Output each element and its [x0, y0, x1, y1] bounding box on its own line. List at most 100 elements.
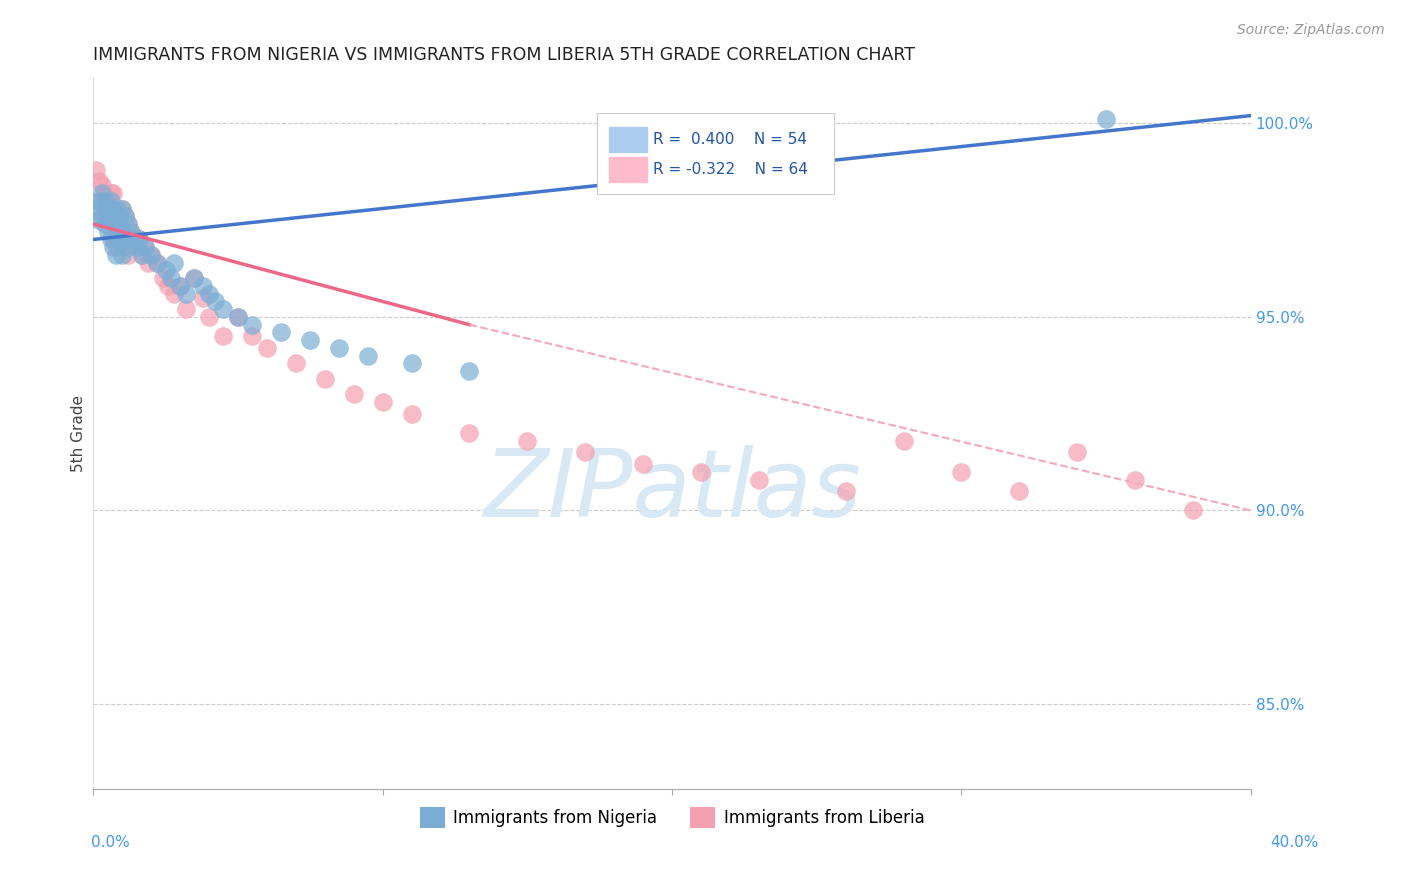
- Point: [401, 356, 423, 370]
- Point: [114, 209, 136, 223]
- FancyBboxPatch shape: [596, 112, 834, 194]
- Point: [458, 364, 481, 378]
- Point: [1123, 473, 1146, 487]
- Point: [169, 279, 191, 293]
- Point: [125, 240, 148, 254]
- Point: [125, 240, 148, 254]
- Point: [174, 286, 197, 301]
- Point: [183, 271, 205, 285]
- Point: [94, 217, 117, 231]
- Point: [105, 240, 128, 254]
- Text: R =  0.400    N = 54: R = 0.400 N = 54: [654, 132, 807, 147]
- Point: [87, 174, 110, 188]
- Point: [371, 395, 394, 409]
- Point: [204, 294, 226, 309]
- Point: [103, 209, 125, 223]
- Point: [152, 271, 174, 285]
- Point: [108, 232, 131, 246]
- Point: [256, 341, 278, 355]
- Point: [105, 202, 128, 216]
- Point: [163, 256, 186, 270]
- Point: [97, 194, 120, 208]
- Point: [100, 232, 122, 246]
- Point: [117, 217, 139, 231]
- FancyBboxPatch shape: [609, 128, 647, 152]
- Point: [401, 407, 423, 421]
- Point: [120, 225, 142, 239]
- Point: [128, 232, 150, 246]
- Point: [183, 271, 205, 285]
- Point: [103, 217, 125, 231]
- Point: [357, 349, 380, 363]
- Point: [131, 248, 153, 262]
- Point: [226, 310, 249, 324]
- Point: [108, 232, 131, 246]
- Point: [169, 279, 191, 293]
- Point: [94, 194, 117, 208]
- Point: [160, 271, 183, 285]
- Point: [343, 387, 366, 401]
- Point: [122, 232, 145, 246]
- Point: [94, 209, 117, 223]
- Text: 40.0%: 40.0%: [1271, 836, 1319, 850]
- Point: [516, 434, 538, 448]
- Point: [131, 248, 153, 262]
- Point: [97, 225, 120, 239]
- Point: [134, 240, 156, 254]
- Point: [157, 279, 180, 293]
- Legend: Immigrants from Nigeria, Immigrants from Liberia: Immigrants from Nigeria, Immigrants from…: [413, 801, 931, 834]
- Point: [94, 186, 117, 200]
- Point: [155, 263, 177, 277]
- Text: 0.0%: 0.0%: [91, 836, 131, 850]
- Point: [458, 425, 481, 440]
- Point: [690, 465, 713, 479]
- Point: [103, 202, 125, 216]
- Point: [87, 194, 110, 208]
- Point: [163, 286, 186, 301]
- Point: [90, 202, 112, 216]
- Point: [105, 217, 128, 231]
- Point: [90, 209, 112, 223]
- Point: [100, 202, 122, 216]
- Point: [100, 186, 122, 200]
- Point: [105, 248, 128, 262]
- Point: [299, 333, 322, 347]
- Point: [111, 225, 134, 239]
- Point: [198, 286, 221, 301]
- Point: [574, 445, 596, 459]
- Point: [87, 194, 110, 208]
- Point: [100, 194, 122, 208]
- Point: [139, 248, 162, 262]
- Y-axis label: 5th Grade: 5th Grade: [72, 394, 86, 472]
- Point: [139, 248, 162, 262]
- Point: [103, 186, 125, 200]
- Point: [240, 318, 263, 332]
- Point: [111, 202, 134, 216]
- Point: [270, 326, 292, 340]
- Point: [174, 302, 197, 317]
- Point: [134, 240, 156, 254]
- Point: [191, 279, 214, 293]
- Point: [226, 310, 249, 324]
- Point: [631, 457, 654, 471]
- Point: [111, 248, 134, 262]
- Point: [84, 202, 107, 216]
- Point: [87, 213, 110, 227]
- Point: [120, 225, 142, 239]
- Point: [1095, 112, 1118, 127]
- Point: [105, 217, 128, 231]
- Point: [136, 256, 159, 270]
- Point: [314, 372, 336, 386]
- Text: R = -0.322    N = 64: R = -0.322 N = 64: [654, 162, 808, 177]
- Point: [950, 465, 973, 479]
- Point: [84, 162, 107, 177]
- Point: [748, 473, 770, 487]
- Point: [100, 209, 122, 223]
- Point: [1181, 503, 1204, 517]
- Text: IMMIGRANTS FROM NIGERIA VS IMMIGRANTS FROM LIBERIA 5TH GRADE CORRELATION CHART: IMMIGRANTS FROM NIGERIA VS IMMIGRANTS FR…: [93, 46, 915, 64]
- Point: [1008, 484, 1031, 499]
- Point: [284, 356, 307, 370]
- Point: [114, 209, 136, 223]
- Point: [240, 329, 263, 343]
- FancyBboxPatch shape: [609, 157, 647, 182]
